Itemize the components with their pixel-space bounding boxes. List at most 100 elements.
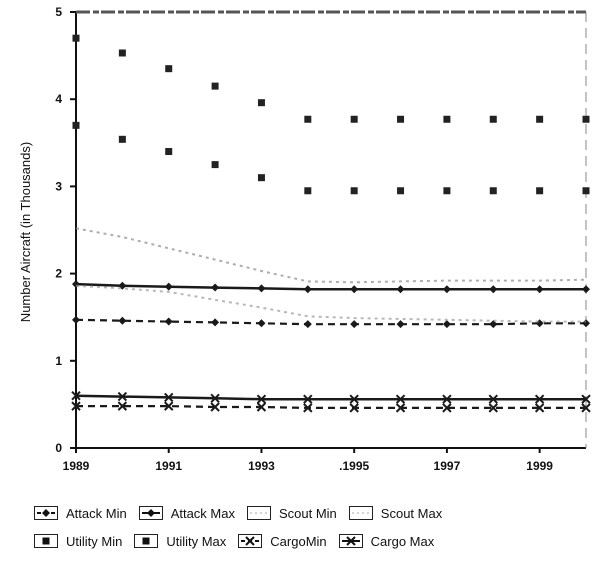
y-tick-label: 5 <box>55 5 62 19</box>
legend-label: CargoMin <box>270 533 327 549</box>
data-point <box>117 401 128 411</box>
legend-swatch <box>138 506 163 520</box>
data-point <box>489 187 497 195</box>
data-point <box>164 282 173 291</box>
data-point <box>395 394 406 404</box>
series-utility-min <box>72 121 590 195</box>
data-point <box>442 320 451 329</box>
data-point <box>164 317 173 326</box>
series-line <box>75 282 586 291</box>
legend-swatch-marker <box>42 509 50 517</box>
data-point <box>582 319 590 328</box>
data-point <box>582 115 590 123</box>
x-tick-label: 1989 <box>63 459 90 473</box>
data-point <box>211 318 220 327</box>
y-axis-title: Number Aircraft (in Thousands) <box>18 142 33 322</box>
data-point <box>396 320 405 329</box>
data-point <box>211 82 219 90</box>
data-point <box>534 403 545 413</box>
data-point <box>349 403 359 413</box>
data-point <box>303 285 312 294</box>
x-tick-label: .1995 <box>339 459 369 473</box>
data-point <box>165 148 173 156</box>
series-cargomin <box>71 401 591 413</box>
data-point <box>304 187 312 195</box>
data-point <box>117 391 128 402</box>
legend-label: Attack Min <box>66 505 127 521</box>
data-point <box>535 319 544 328</box>
legend-label: Utility Max <box>166 533 227 549</box>
legend-swatch-marker <box>142 537 150 545</box>
legend-swatch-marker <box>245 536 256 546</box>
data-point <box>349 394 359 404</box>
data-point <box>581 394 591 404</box>
data-point <box>489 320 498 329</box>
plot-frame <box>75 10 587 449</box>
y-tick-label: 3 <box>55 179 62 193</box>
data-point <box>257 174 265 182</box>
series-attack-min <box>72 315 590 329</box>
legend-swatch <box>348 506 373 520</box>
x-tick-label: 1991 <box>155 459 182 473</box>
data-point <box>350 115 358 123</box>
legend-swatch-marker <box>42 537 50 545</box>
series-layer <box>71 34 591 413</box>
data-point <box>397 187 405 195</box>
data-point <box>536 115 544 123</box>
data-point <box>350 187 358 195</box>
series-scout-max <box>75 227 587 284</box>
data-point <box>164 401 174 411</box>
legend-item-cargomin: CargoMin <box>238 533 327 549</box>
y-tick-label: 1 <box>55 354 62 368</box>
data-point <box>256 394 267 404</box>
series-line <box>75 227 587 284</box>
data-point <box>442 403 452 413</box>
data-point <box>397 115 405 123</box>
legend-swatch <box>34 534 58 548</box>
legend-swatch <box>246 506 271 520</box>
legend-swatch <box>134 534 159 548</box>
data-point <box>303 394 313 404</box>
data-point <box>71 390 81 401</box>
legend-row: Utility Min Utility Max CargoMin Cargo Max <box>34 530 564 552</box>
legend-item-scout-min: Scout Min <box>246 506 337 521</box>
legend-item-attack-max: Attack Max <box>138 505 235 521</box>
series-line <box>75 394 586 401</box>
legend-label: Scout Max <box>380 505 443 521</box>
data-point <box>350 285 359 294</box>
y-tick-label: 2 <box>55 267 62 281</box>
data-point <box>534 394 545 404</box>
data-point <box>582 285 590 294</box>
data-point <box>164 392 174 403</box>
data-point <box>257 319 266 328</box>
data-point <box>71 401 81 411</box>
data-point <box>72 121 80 129</box>
data-point <box>210 402 220 412</box>
series-line <box>75 284 586 323</box>
legend-label: Attack Max <box>170 505 235 521</box>
legend-swatch <box>34 506 58 520</box>
series-utility-max <box>72 34 590 123</box>
data-point <box>582 187 590 195</box>
data-point <box>581 403 591 413</box>
data-point <box>489 285 498 294</box>
data-point <box>72 315 80 324</box>
data-point <box>72 34 80 42</box>
axis-ticks: 0 1 2 3 4 5 1989 1991 1993 .1995 1997 1999 <box>55 5 553 473</box>
legend-item-utility-min: Utility Min <box>34 534 122 549</box>
data-point <box>118 316 127 325</box>
data-point <box>442 285 451 294</box>
data-point <box>396 285 405 294</box>
legend-item-attack-min: Attack Min <box>34 506 127 521</box>
legend-swatch <box>338 534 363 548</box>
data-point <box>443 115 451 123</box>
y-tick-label: 0 <box>55 441 62 455</box>
x-tick-label: 1999 <box>526 459 553 473</box>
x-tick-label: 1993 <box>248 459 275 473</box>
data-point <box>488 394 498 404</box>
data-point <box>303 403 313 413</box>
legend-item-utility-max: Utility Max <box>134 534 226 549</box>
data-point <box>256 402 267 412</box>
data-point <box>350 320 359 329</box>
legend-swatch-marker <box>345 536 356 546</box>
